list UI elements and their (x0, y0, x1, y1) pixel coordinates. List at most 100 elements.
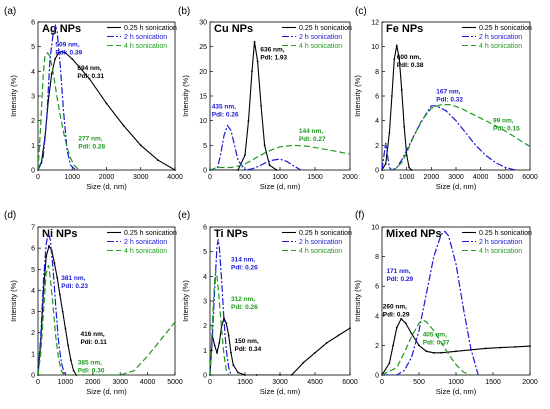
data-annotation: PdI: 0.27 (299, 136, 326, 143)
x-tick-label: 1000 (64, 174, 80, 181)
legend-label: 0.25 h sonication (299, 230, 352, 237)
series-point (40, 161, 43, 164)
y-tick-label: 3 (31, 94, 35, 101)
x-tick-label: 0 (380, 174, 384, 181)
legend-label: 2 h sonication (299, 34, 342, 41)
series-line-2 (38, 23, 77, 170)
data-annotation: 171 nm, (386, 268, 410, 275)
x-tick-label: 1500 (237, 379, 253, 386)
y-tick-label: 10 (199, 118, 207, 125)
x-tick-label: 500 (239, 174, 251, 181)
series-point (395, 44, 398, 47)
series-point (54, 58, 57, 60)
series-point (395, 326, 398, 329)
x-tick-label: 3000 (272, 379, 288, 386)
legend-label: 0.25 h sonication (124, 25, 177, 32)
panel-label: (c) (355, 6, 367, 17)
x-tick-label: 2000 (522, 379, 538, 386)
series-point (67, 344, 70, 347)
data-annotation: PdI: 0.26 (231, 304, 258, 311)
y-tick-label: 0 (375, 168, 379, 175)
series-point (325, 342, 328, 344)
series-point (156, 159, 159, 162)
series-point (403, 125, 406, 128)
legend-label: 4 h sonication (299, 248, 342, 255)
data-annotation: 694 nm, (77, 65, 101, 72)
series-point (440, 351, 443, 354)
series-line-3 (382, 103, 530, 170)
series-point (122, 124, 125, 127)
panel-label: (a) (4, 6, 16, 17)
y-tick-label: 5 (31, 267, 35, 274)
y-axis-label: Intensity (%) (181, 280, 190, 322)
data-annotation: 260 nm, (383, 303, 407, 310)
data-annotation: 636 nm, (260, 47, 284, 54)
series-point (139, 144, 142, 147)
y-tick-label: 2 (375, 143, 379, 150)
legend-label: 0.25 h sonication (479, 230, 532, 237)
x-tick-label: 0 (36, 379, 40, 386)
data-annotation: PdI: 0.28 (78, 143, 105, 150)
y-tick-label: 4 (375, 313, 379, 320)
data-annotation: 405 nm, (423, 332, 447, 339)
series-line-3 (210, 271, 230, 375)
series-point (255, 374, 258, 376)
y-axis-label: Intensity (%) (353, 75, 362, 117)
y-tick-label: 1 (31, 351, 35, 358)
x-axis-label: Size (d, nm) (260, 182, 301, 191)
x-axis-label: Size (d, nm) (86, 387, 127, 396)
data-annotation: PdI: 0.31 (77, 73, 104, 80)
series-point (455, 350, 457, 353)
y-axis-label: Intensity (%) (353, 280, 362, 322)
panel-title: Cu NPs (214, 23, 253, 35)
y-tick-label: 0 (31, 168, 35, 175)
series-point (105, 102, 108, 105)
legend-label: 4 h sonication (299, 43, 342, 50)
series-line-1 (382, 317, 530, 375)
series-point (247, 119, 250, 122)
series-point (64, 51, 67, 54)
series-point (48, 245, 50, 247)
series-point (50, 72, 53, 75)
data-annotation: PdI: 0.26 (231, 265, 258, 272)
series-point (314, 351, 316, 354)
series-point (69, 359, 72, 362)
data-annotation: 416 nm, (80, 331, 104, 338)
y-tick-label: 5 (203, 249, 207, 256)
series-point (60, 50, 63, 53)
data-annotation: PdI: 0.29 (383, 311, 410, 318)
y-tick-label: 2 (203, 323, 207, 330)
legend-label: 4 h sonication (124, 248, 167, 255)
data-annotation: 144 nm, (299, 128, 323, 135)
series-line-3 (382, 319, 472, 375)
series-point (400, 88, 403, 91)
y-tick-label: 0 (203, 373, 207, 380)
series-point (230, 351, 232, 354)
panel-label: (b) (178, 6, 190, 17)
series-point (88, 77, 91, 80)
series-point (349, 327, 351, 330)
series-line-1 (210, 316, 350, 375)
x-tick-label: 5000 (167, 379, 183, 386)
data-annotation: 167 nm, (436, 89, 460, 96)
series-point (244, 374, 246, 376)
series-point (218, 342, 221, 344)
y-tick-label: 1 (31, 143, 35, 150)
x-tick-label: 2000 (342, 174, 358, 181)
data-annotation: PdI: 0.34 (235, 346, 262, 353)
series-point (256, 60, 259, 63)
y-tick-label: 25 (199, 44, 207, 51)
series-line-3 (38, 264, 175, 375)
x-tick-label: 4500 (307, 379, 323, 386)
y-tick-label: 2 (31, 330, 35, 337)
series-line-2 (210, 239, 232, 375)
series-point (400, 317, 403, 320)
legend-label: 0.25 h sonication (479, 25, 532, 32)
y-tick-label: 15 (199, 94, 207, 101)
series-point (408, 166, 411, 169)
chart-panel-4: (d) Ni NPs 0 1000 2000 3000 4000 5000 0 1 2 3 4 5 6 7 Si… (4, 210, 183, 396)
panel-label: (e) (178, 210, 190, 221)
x-tick-label: 3000 (112, 379, 128, 386)
x-tick-label: 4000 (140, 379, 156, 386)
series-point (59, 293, 61, 296)
